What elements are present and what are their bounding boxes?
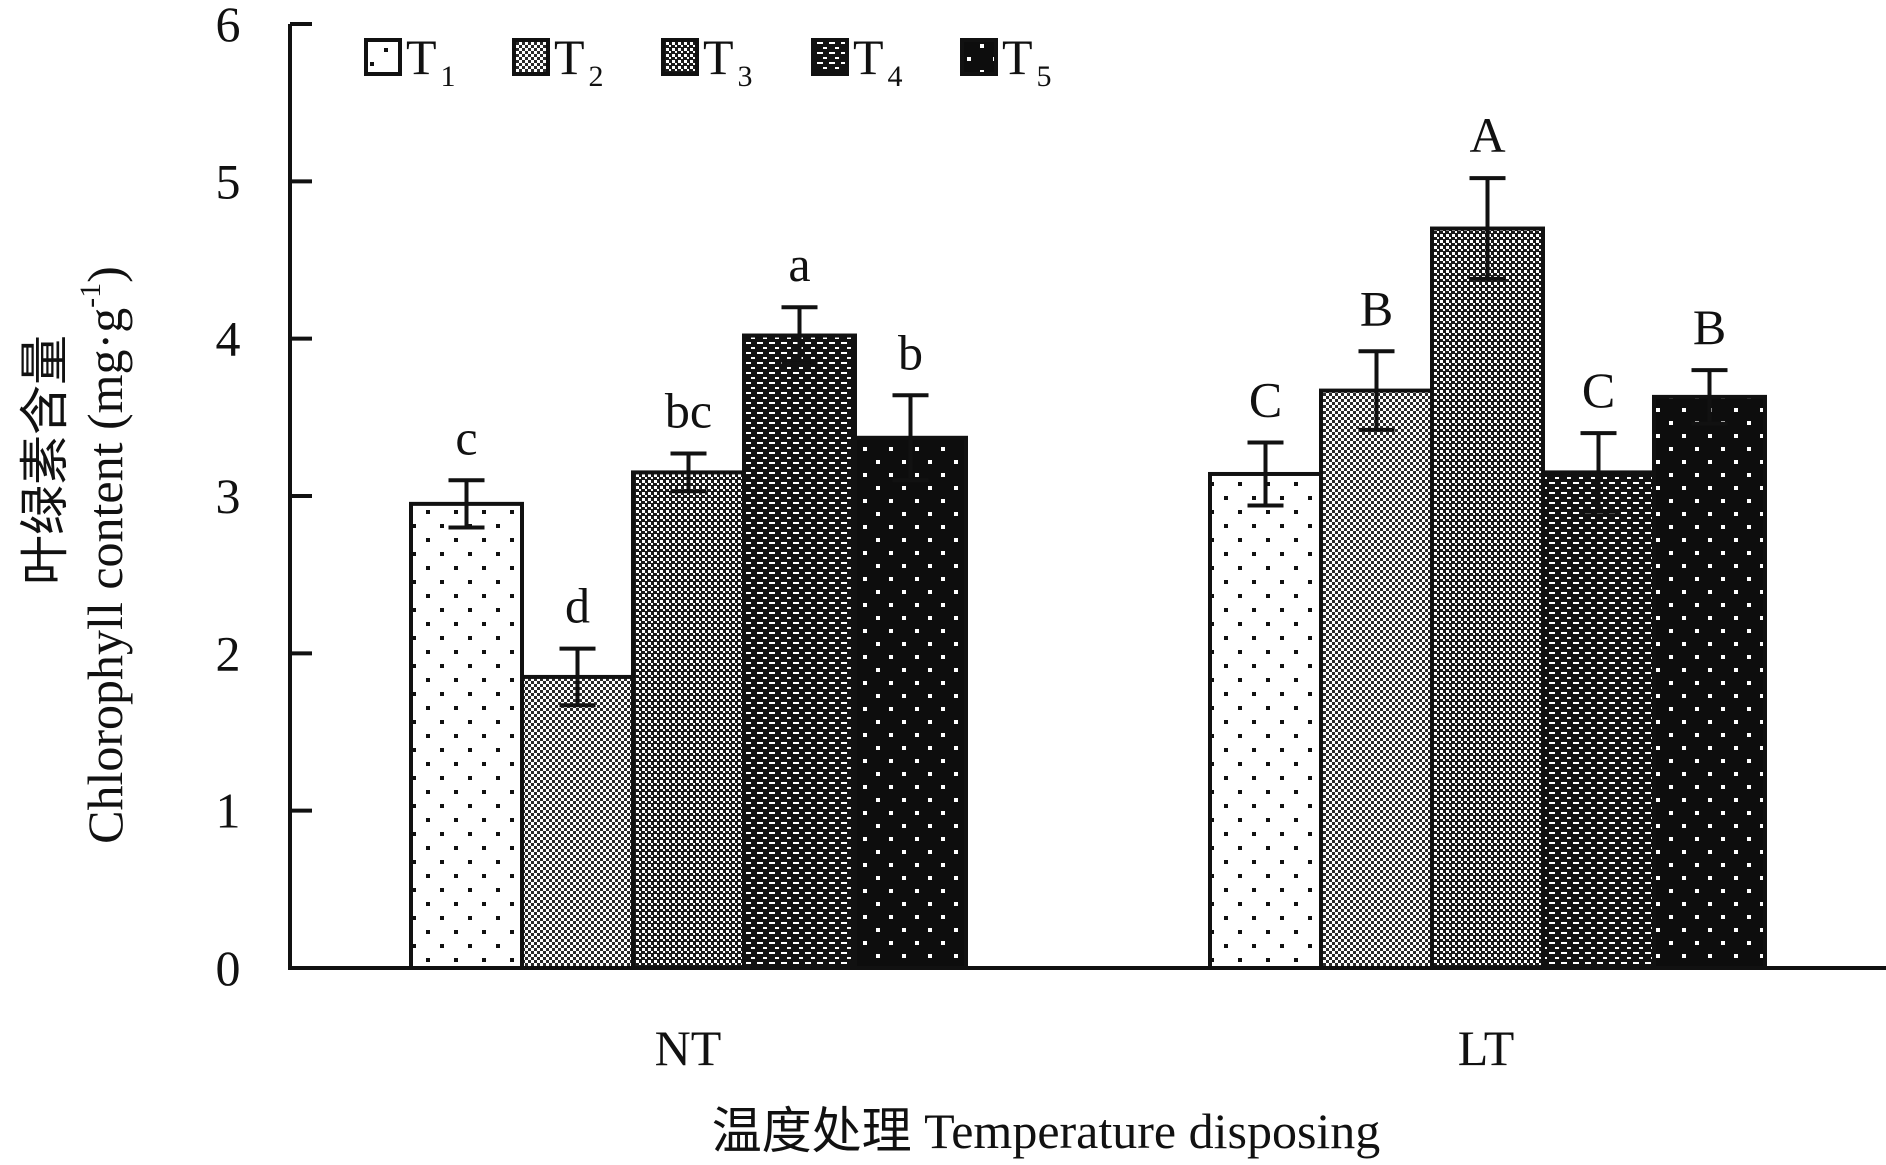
legend-swatch <box>960 38 998 76</box>
y-axis-title-sup: -1 <box>74 283 107 308</box>
error-bar <box>892 393 929 483</box>
bar-lt-t1 <box>1208 471 1323 970</box>
y-tick-label: 2 <box>216 625 241 681</box>
legend-swatch <box>811 38 849 76</box>
bar-nt-t3 <box>631 470 746 970</box>
labels: NT LT c d bc a b C B A C B <box>455 107 1726 1076</box>
significance-label: d <box>565 578 590 634</box>
x-axis-title: 温度处理 Temperature disposing <box>712 1103 1381 1159</box>
error-bar <box>448 478 485 530</box>
y-axis-title-cn: 叶绿素含量 <box>17 335 73 585</box>
significance-label: A <box>1469 107 1505 163</box>
y-axis-title-close: ) <box>77 266 133 283</box>
bar-nt-t5 <box>853 435 968 970</box>
bar-lt-t4 <box>1541 470 1656 970</box>
y-tick-label: 1 <box>216 783 241 839</box>
significance-label: C <box>1582 362 1615 418</box>
significance-label: B <box>1693 299 1726 355</box>
legend-swatch <box>364 38 402 76</box>
significance-label: c <box>455 409 477 465</box>
y-axis-title-en: Chlorophyll content (mg·g <box>77 308 133 844</box>
legend-swatch <box>512 38 550 76</box>
bar-lt-t3 <box>1430 226 1545 971</box>
bar-nt-t2 <box>520 674 635 971</box>
error-bar <box>1247 440 1284 508</box>
error-bar <box>781 305 818 366</box>
y-axis-title-cn-group: 叶绿素含量 <box>17 335 73 585</box>
error-bar <box>1691 368 1728 426</box>
y-tick-label: 5 <box>216 153 241 209</box>
error-bar <box>559 646 596 708</box>
bar-nt-t4 <box>742 333 857 970</box>
significance-label: C <box>1249 372 1282 428</box>
legend-swatch <box>661 38 699 76</box>
svg-text:Chlorophyll content (mg·g-1): Chlorophyll content (mg·g-1) <box>74 266 133 844</box>
bar-lt-t5 <box>1652 394 1767 970</box>
y-axis-title: Chlorophyll content (mg·g-1) <box>74 266 133 844</box>
significance-label: b <box>898 324 923 380</box>
error-bar <box>1580 431 1617 514</box>
bar-lt-t2 <box>1319 388 1434 970</box>
significance-label: bc <box>665 383 712 439</box>
y-tick-label: 3 <box>216 468 241 524</box>
bars <box>409 176 1767 971</box>
x-category-label: NT <box>655 1020 722 1076</box>
x-category-label: LT <box>1458 1020 1515 1076</box>
y-tick-label: 4 <box>216 311 241 367</box>
significance-label: B <box>1360 280 1393 336</box>
bar-nt-t1 <box>409 501 524 970</box>
error-bar <box>1469 176 1506 281</box>
error-bar <box>670 451 707 494</box>
y-tick-label: 6 <box>216 0 241 52</box>
error-bar <box>1358 349 1395 432</box>
significance-label: a <box>788 236 810 292</box>
y-tick-label: 0 <box>216 940 241 996</box>
